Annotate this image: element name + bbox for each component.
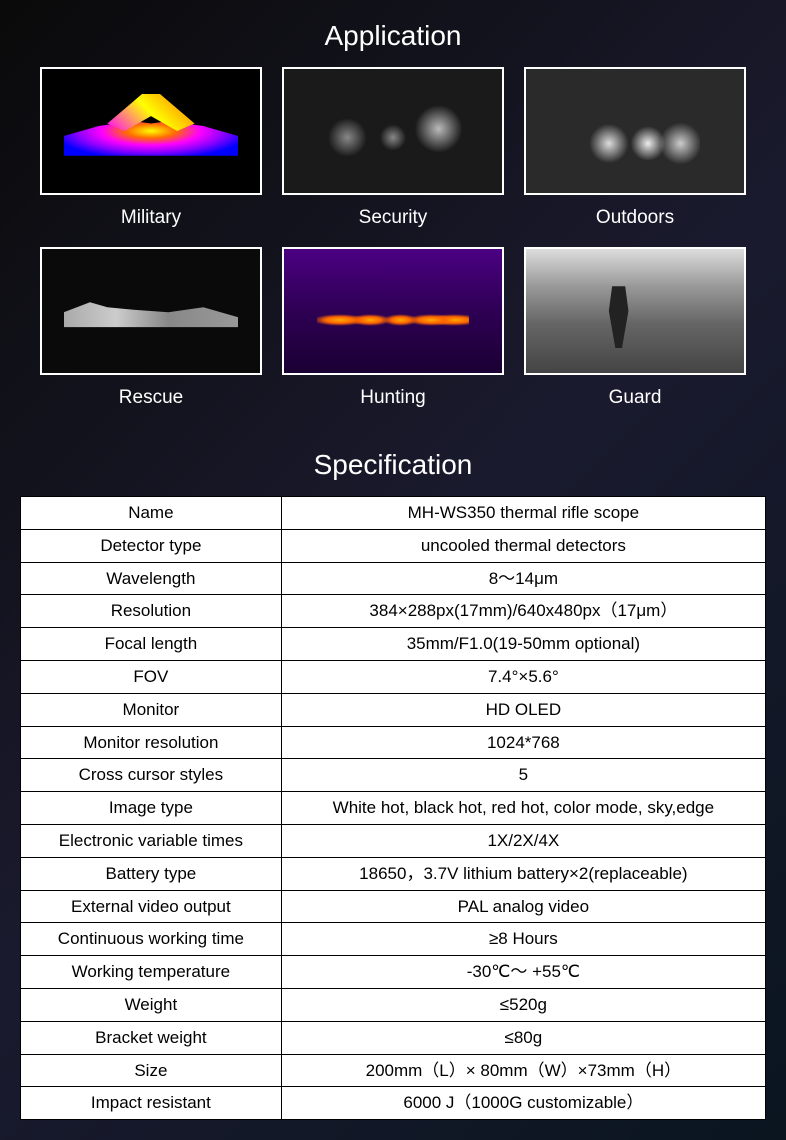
specification-table: NameMH-WS350 thermal rifle scopeDetector…: [20, 496, 766, 1120]
spec-value: 7.4°×5.6°: [281, 660, 765, 693]
spec-value: ≤80g: [281, 1021, 765, 1054]
table-row: Cross cursor styles5: [21, 759, 766, 792]
spec-param: Bracket weight: [21, 1021, 282, 1054]
table-row: External video outputPAL analog video: [21, 890, 766, 923]
spec-param: Continuous working time: [21, 923, 282, 956]
spec-param: Wavelength: [21, 562, 282, 595]
spec-param: Detector type: [21, 529, 282, 562]
spec-param: Image type: [21, 792, 282, 825]
table-row: Image typeWhite hot, black hot, red hot,…: [21, 792, 766, 825]
app-item-guard: Guard: [524, 247, 746, 409]
spec-param: Weight: [21, 988, 282, 1021]
spec-value: MH-WS350 thermal rifle scope: [281, 497, 765, 530]
app-item-hunting: Hunting: [282, 247, 504, 409]
spec-value: uncooled thermal detectors: [281, 529, 765, 562]
spec-value: 6000 J（1000G customizable）: [281, 1087, 765, 1120]
app-item-security: Security: [282, 67, 504, 229]
table-row: Working temperature-30℃～ +55℃: [21, 956, 766, 989]
app-image-rescue: [40, 247, 262, 375]
app-item-outdoors: Outdoors: [524, 67, 746, 229]
application-grid: Military Security Outdoors Rescue Huntin…: [0, 67, 786, 429]
spec-value: 200mm（L）× 80mm（W）×73mm（H）: [281, 1054, 765, 1087]
app-label-military: Military: [121, 207, 181, 229]
application-title: Application: [0, 0, 786, 67]
spec-value: ≥8 Hours: [281, 923, 765, 956]
spec-value: 1024*768: [281, 726, 765, 759]
table-row: Impact resistant6000 J（1000G customizabl…: [21, 1087, 766, 1120]
table-row: Electronic variable times1X/2X/4X: [21, 824, 766, 857]
spec-param: Monitor: [21, 693, 282, 726]
specification-title: Specification: [0, 429, 786, 496]
spec-param: Working temperature: [21, 956, 282, 989]
spec-param: Size: [21, 1054, 282, 1087]
table-row: Weight≤520g: [21, 988, 766, 1021]
app-label-guard: Guard: [609, 387, 662, 409]
app-item-military: Military: [40, 67, 262, 229]
app-image-security: [282, 67, 504, 195]
app-image-military: [40, 67, 262, 195]
app-image-hunting: [282, 247, 504, 375]
spec-value: 35mm/F1.0(19-50mm optional): [281, 628, 765, 661]
app-label-rescue: Rescue: [119, 387, 183, 409]
table-row: FOV7.4°×5.6°: [21, 660, 766, 693]
app-item-rescue: Rescue: [40, 247, 262, 409]
table-row: Battery type18650，3.7V lithium battery×2…: [21, 857, 766, 890]
table-row: Monitor resolution1024*768: [21, 726, 766, 759]
spec-value: 1X/2X/4X: [281, 824, 765, 857]
spec-value: 5: [281, 759, 765, 792]
table-row: Resolution384×288px(17mm)/640x480px（17μm…: [21, 595, 766, 628]
app-label-hunting: Hunting: [360, 387, 426, 409]
spec-param: FOV: [21, 660, 282, 693]
spec-param: Focal length: [21, 628, 282, 661]
spec-value: ≤520g: [281, 988, 765, 1021]
app-image-outdoors: [524, 67, 746, 195]
table-row: MonitorHD OLED: [21, 693, 766, 726]
spec-value: 384×288px(17mm)/640x480px（17μm）: [281, 595, 765, 628]
table-row: Size200mm（L）× 80mm（W）×73mm（H）: [21, 1054, 766, 1087]
spec-param: Electronic variable times: [21, 824, 282, 857]
app-label-outdoors: Outdoors: [596, 207, 674, 229]
spec-value: HD OLED: [281, 693, 765, 726]
table-row: Detector typeuncooled thermal detectors: [21, 529, 766, 562]
app-image-guard: [524, 247, 746, 375]
spec-value: -30℃～ +55℃: [281, 956, 765, 989]
spec-param: Cross cursor styles: [21, 759, 282, 792]
page-container: Application Military Security Outdoors R…: [0, 0, 786, 1140]
table-row: Focal length35mm/F1.0(19-50mm optional): [21, 628, 766, 661]
spec-value: PAL analog video: [281, 890, 765, 923]
spec-param: Battery type: [21, 857, 282, 890]
table-row: Bracket weight≤80g: [21, 1021, 766, 1054]
spec-param: Resolution: [21, 595, 282, 628]
table-row: Wavelength8～14μm: [21, 562, 766, 595]
spec-param: Name: [21, 497, 282, 530]
spec-param: Impact resistant: [21, 1087, 282, 1120]
app-label-security: Security: [359, 207, 428, 229]
table-row: NameMH-WS350 thermal rifle scope: [21, 497, 766, 530]
spec-value: White hot, black hot, red hot, color mod…: [281, 792, 765, 825]
spec-value: 8～14μm: [281, 562, 765, 595]
table-row: Continuous working time≥8 Hours: [21, 923, 766, 956]
spec-param: External video output: [21, 890, 282, 923]
spec-param: Monitor resolution: [21, 726, 282, 759]
spec-value: 18650，3.7V lithium battery×2(replaceable…: [281, 857, 765, 890]
